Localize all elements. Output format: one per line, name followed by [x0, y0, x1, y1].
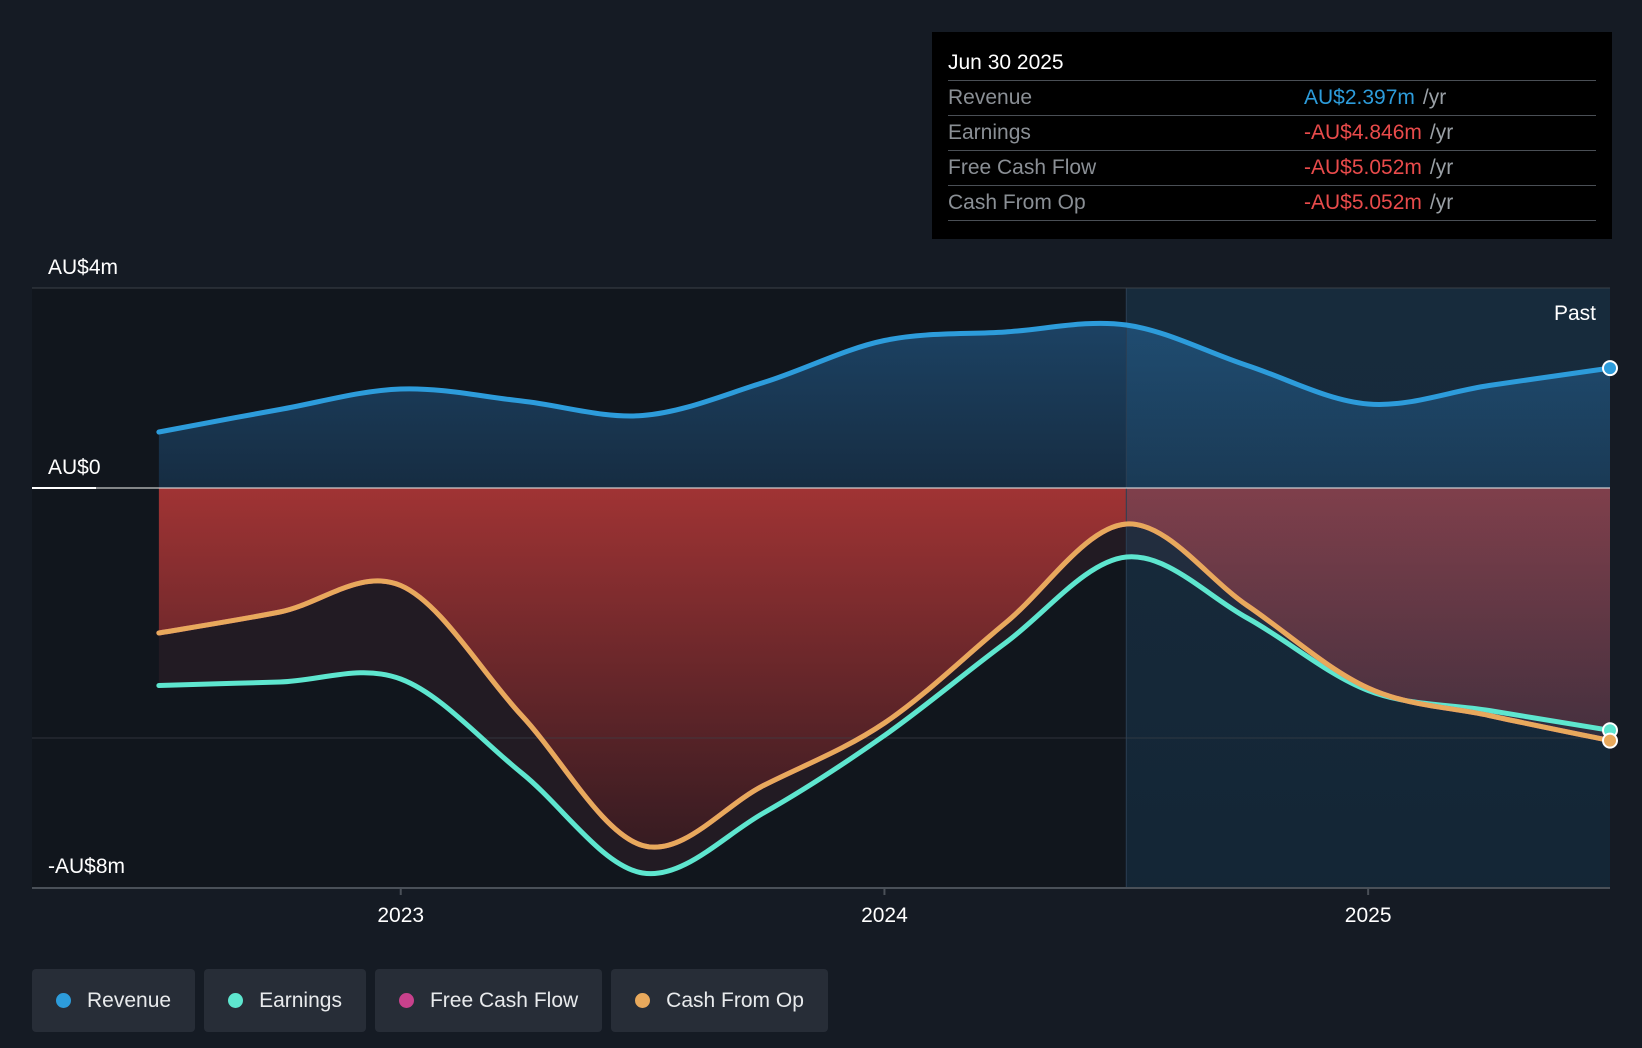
- tooltip-unit: /yr: [1429, 191, 1454, 214]
- earnings-dot-icon: [228, 993, 244, 1008]
- tooltip-label: Earnings: [948, 121, 1031, 144]
- tooltip-date: Jun 30 2025: [948, 46, 1596, 81]
- legend-item-revenue[interactable]: Revenue: [32, 969, 196, 1032]
- y-tick-label: AU$4m: [48, 256, 118, 279]
- legend-item-earnings[interactable]: Earnings: [204, 969, 366, 1032]
- y-tick-label: -AU$8m: [48, 855, 125, 878]
- tooltip-label: Free Cash Flow: [948, 156, 1097, 179]
- tooltip-value: AU$2.397m: [1304, 86, 1415, 109]
- tooltip-value: -AU$5.052m: [1304, 156, 1422, 179]
- revenue-end-dot: [1602, 360, 1618, 377]
- tooltip-row-free-cash-flow: Free Cash Flow -AU$5.052m /yr: [948, 151, 1596, 186]
- cash-from-op-dot-icon: [635, 993, 651, 1008]
- tooltip-unit: /yr: [1429, 121, 1454, 144]
- tooltip-unit: /yr: [1422, 86, 1447, 109]
- cash-from-op-line: [156, 521, 1613, 850]
- legend-label: Earnings: [259, 988, 342, 1012]
- revenue-line: [156, 320, 1613, 435]
- free-cash-flow-dot-icon: [398, 993, 414, 1008]
- tooltip-value: -AU$5.052m: [1304, 191, 1422, 214]
- legend-label: Free Cash Flow: [429, 988, 579, 1012]
- cash-from-op-end-dot: [1602, 732, 1618, 749]
- tooltip-unit: /yr: [1429, 156, 1454, 179]
- past-label: Past: [1554, 302, 1596, 325]
- tooltip-row-cash-from-op: Cash From Op -AU$5.052m /yr: [948, 186, 1596, 221]
- legend-label: Cash From Op: [666, 988, 804, 1012]
- tooltip-label: Revenue: [948, 86, 1033, 109]
- tooltip-row-revenue: Revenue AU$2.397m /yr: [948, 81, 1596, 116]
- x-tick-label: 2024: [861, 904, 908, 927]
- tooltip-panel: Jun 30 2025 Revenue AU$2.397m /yr Earnin…: [932, 32, 1612, 239]
- tooltip-label: Cash From Op: [948, 191, 1086, 214]
- x-tick-label: 2025: [1345, 904, 1392, 927]
- tooltip-row-earnings: Earnings -AU$4.846m /yr: [948, 116, 1596, 151]
- tooltip-value: -AU$4.846m: [1304, 121, 1422, 144]
- y-tick-label: AU$0: [48, 456, 101, 479]
- past-region-shade: [1126, 288, 1610, 888]
- legend-label: Revenue: [87, 988, 172, 1012]
- revenue-dot-icon: [56, 993, 71, 1008]
- legend-item-cash-from-op[interactable]: Cash From Op: [611, 969, 828, 1032]
- x-tick-label: 2023: [377, 904, 424, 927]
- legend: Revenue Earnings Free Cash Flow Cash Fro…: [32, 969, 828, 1032]
- legend-item-free-cash-flow[interactable]: Free Cash Flow: [374, 969, 603, 1032]
